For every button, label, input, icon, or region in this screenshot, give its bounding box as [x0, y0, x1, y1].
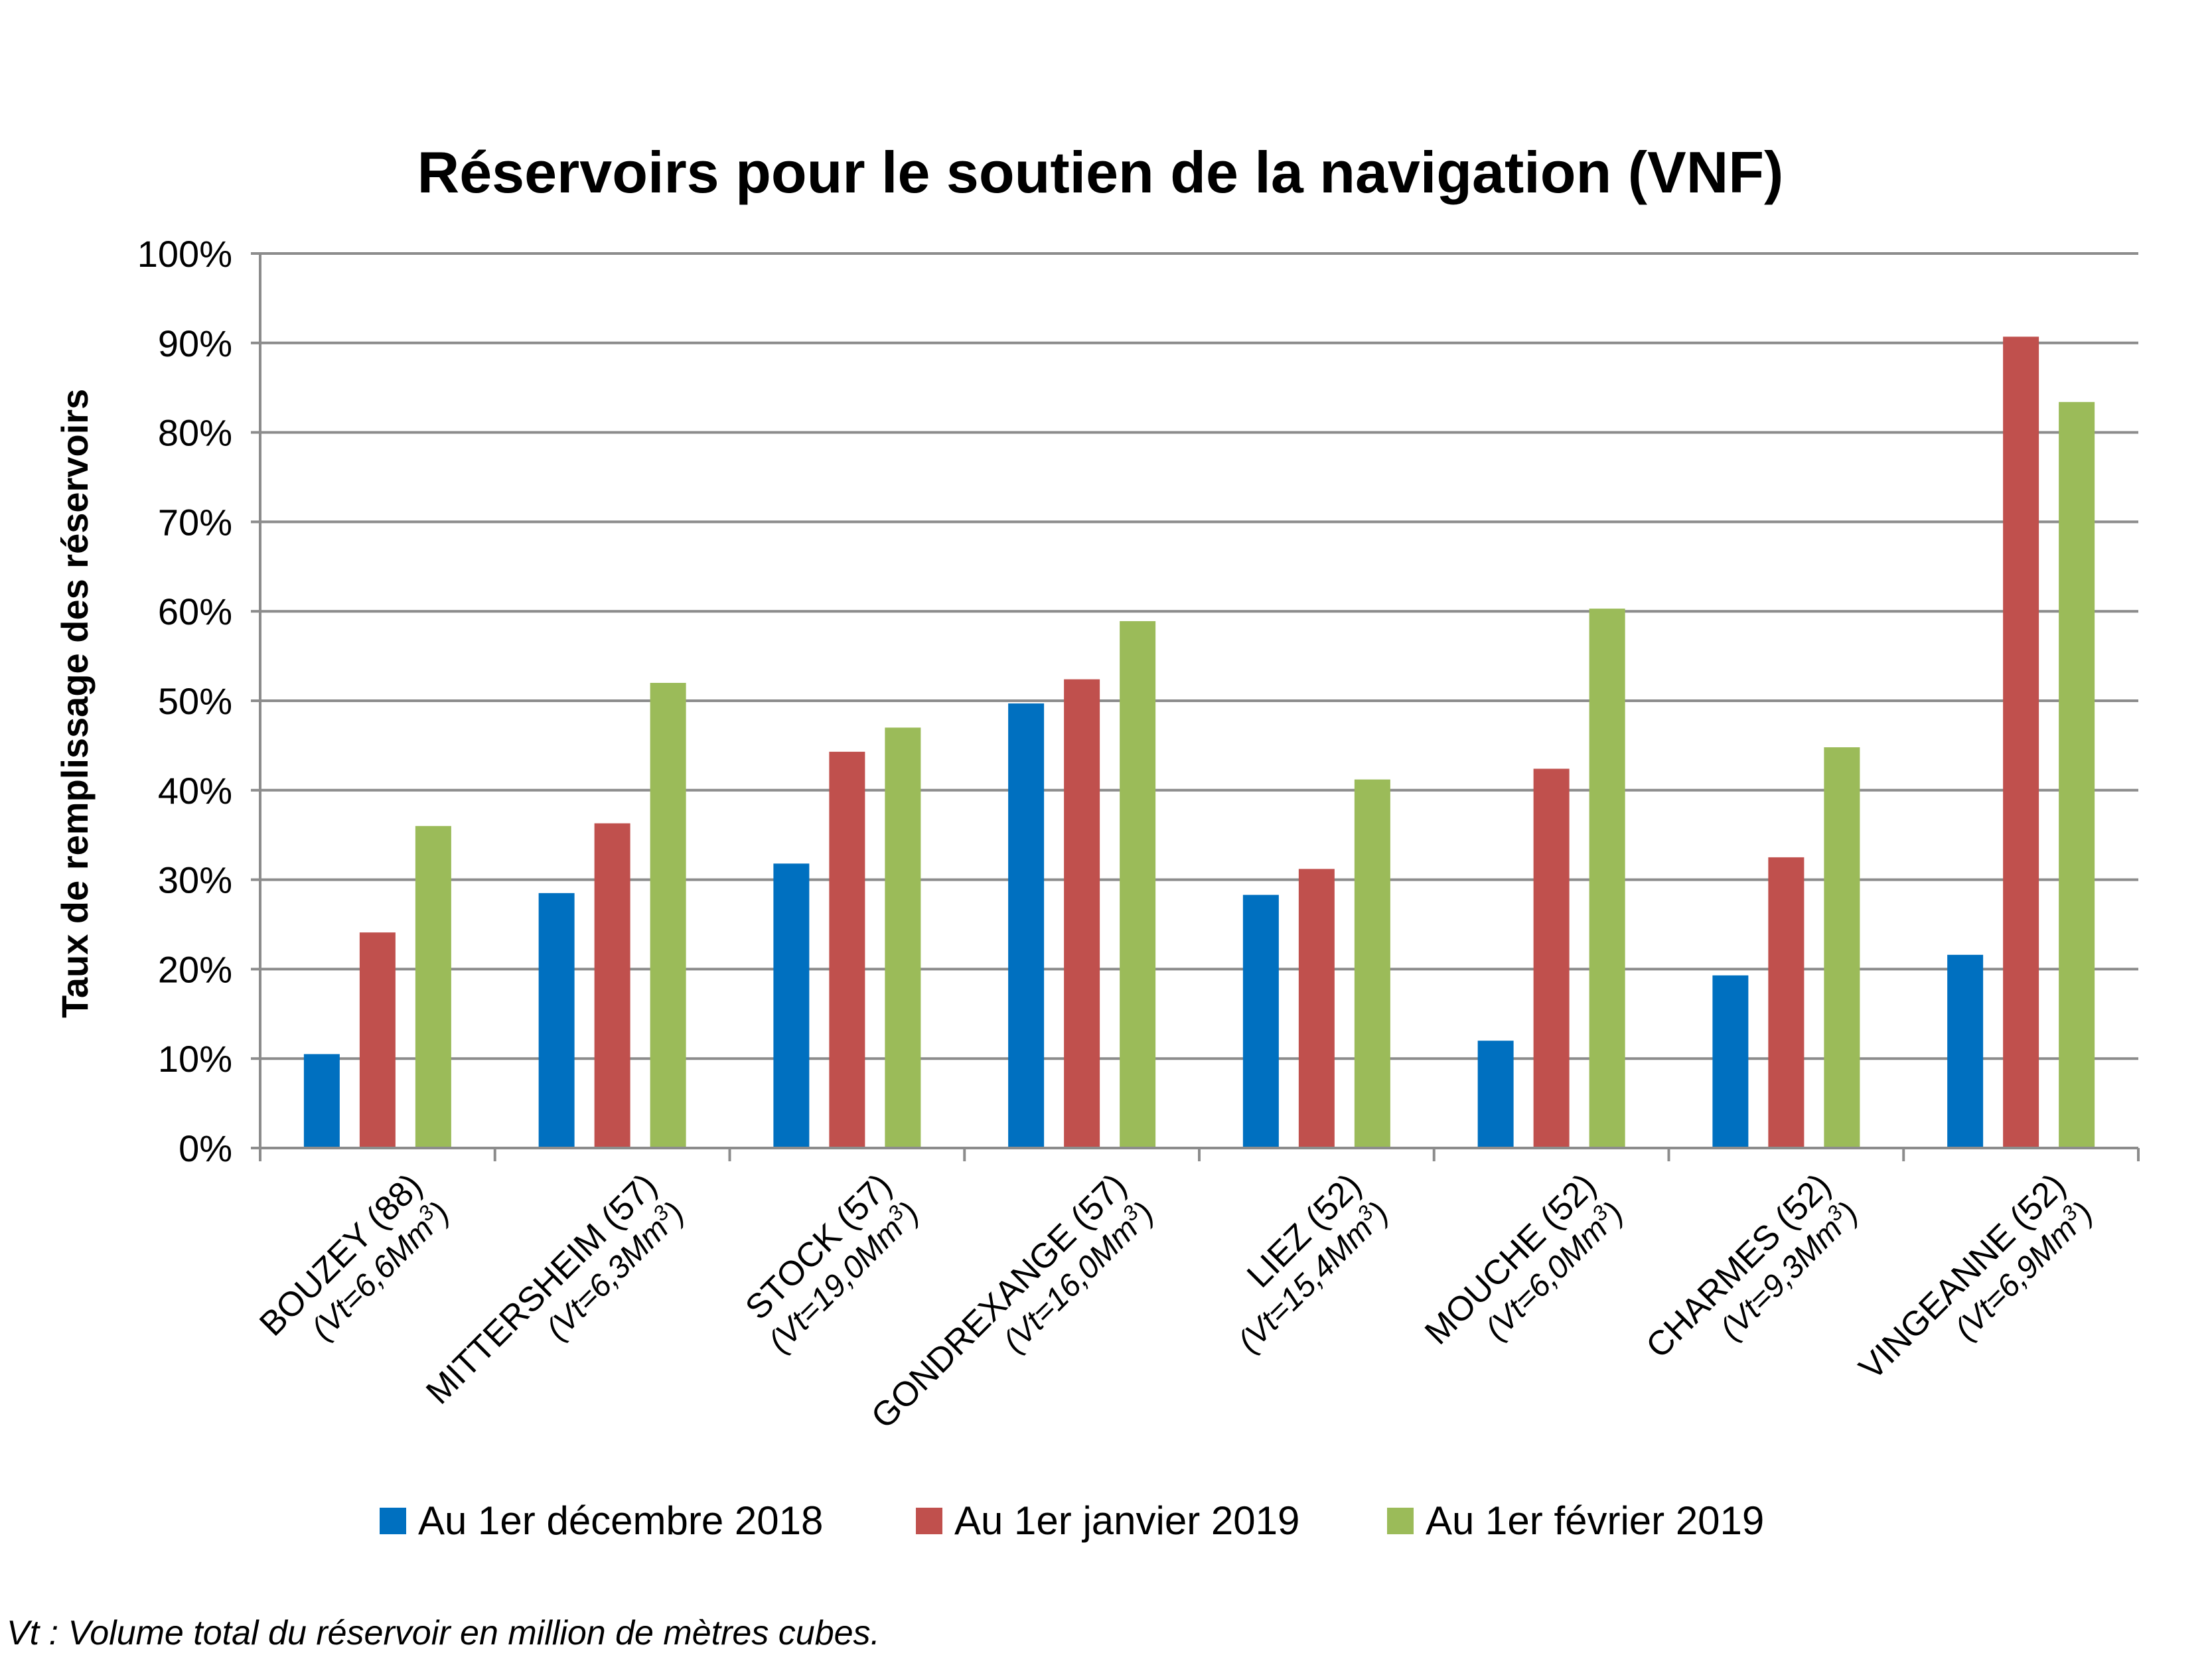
- legend: Au 1er décembre 2018 Au 1er janvier 2019 A…: [380, 1498, 1764, 1543]
- bar-2: [359, 932, 396, 1148]
- bar-2: [1768, 857, 1805, 1148]
- bar-3: [1354, 779, 1390, 1148]
- legend-label: Au 1er décembre 2018: [418, 1498, 823, 1543]
- bar-2: [1298, 869, 1335, 1148]
- y-tick-label: 50%: [158, 680, 232, 722]
- y-tick-label: 30%: [158, 859, 232, 901]
- legend-swatch: [380, 1508, 406, 1534]
- legend-swatch: [1387, 1508, 1414, 1534]
- bar-3: [885, 727, 921, 1148]
- footnote: Vt : Volume total du réservoir en millio…: [7, 1614, 880, 1652]
- bar-1: [1008, 703, 1045, 1148]
- bar-2: [2003, 336, 2039, 1148]
- bar-1: [1947, 954, 1984, 1148]
- bars: [303, 336, 2095, 1148]
- y-tick-label: 0%: [179, 1127, 232, 1169]
- y-tick-label: 40%: [158, 770, 232, 812]
- bar-3: [650, 683, 686, 1148]
- bar-1: [1712, 975, 1749, 1148]
- y-tick-label: 60%: [158, 591, 232, 632]
- bar-2: [829, 751, 865, 1148]
- bar-3: [1120, 621, 1156, 1148]
- bar-2: [1064, 679, 1100, 1148]
- y-tick-label: 70%: [158, 501, 232, 543]
- bar-1: [538, 893, 575, 1148]
- bar-1: [1242, 895, 1279, 1148]
- bar-3: [1589, 609, 1625, 1148]
- bar-2: [1533, 768, 1570, 1148]
- y-axis-ticks: 0% 10% 20% 30% 40% 50% 60% 70% 80% 90% 100%: [137, 233, 260, 1169]
- y-axis-label: Taux de remplissage des réservoirs: [54, 389, 96, 1018]
- y-tick-label: 10%: [158, 1038, 232, 1080]
- y-tick-label: 80%: [158, 412, 232, 454]
- legend-label: Au 1er février 2019: [1426, 1498, 1764, 1543]
- bar-2: [594, 823, 630, 1148]
- x-axis: [259, 253, 2140, 1161]
- bar-3: [415, 826, 451, 1148]
- y-tick-label: 20%: [158, 948, 232, 990]
- chart-title: Réservoirs pour le soutien de la navigat…: [417, 139, 1784, 205]
- y-tick-label: 100%: [137, 233, 232, 275]
- bar-3: [2059, 401, 2095, 1148]
- bar-1: [303, 1054, 340, 1148]
- y-tick-label: 90%: [158, 323, 232, 364]
- legend-label: Au 1er janvier 2019: [954, 1498, 1299, 1543]
- legend-swatch: [916, 1508, 942, 1534]
- bar-1: [1477, 1041, 1514, 1148]
- bar-1: [773, 863, 810, 1148]
- bar-3: [1824, 747, 1860, 1148]
